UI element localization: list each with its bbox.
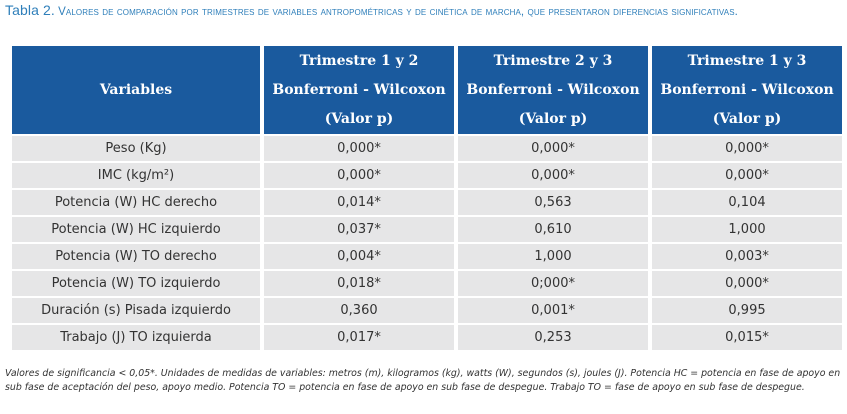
- header-trimestre-2-3: Trimestre 2 y 3 Bonferroni - Wilcoxon (V…: [458, 46, 648, 134]
- table-caption: Tabla 2. Valores de comparación por trim…: [5, 2, 843, 20]
- cell-trimestre-1-2: 0,037*: [264, 217, 454, 242]
- cell-trimestre-2-3: 0,253: [458, 325, 648, 350]
- cell-trimestre-1-3: 1,000: [652, 217, 842, 242]
- table-row: Potencia (W) TO derecho 0,004* 1,000 0,0…: [12, 244, 842, 269]
- table-header: Variables Trimestre 1 y 2 Bonferroni - W…: [12, 46, 842, 134]
- cell-trimestre-1-2: 0,000*: [264, 136, 454, 161]
- cell-trimestre-2-3: 0,001*: [458, 298, 648, 323]
- cell-trimestre-1-2: 0,014*: [264, 190, 454, 215]
- cell-variable: Potencia (W) TO derecho: [12, 244, 260, 269]
- cell-trimestre-1-3: 0,995: [652, 298, 842, 323]
- caption-label: Tabla 2.: [5, 2, 55, 18]
- cell-trimestre-2-3: 0,000*: [458, 136, 648, 161]
- caption-text: Valores de comparación por trimestres de…: [58, 6, 738, 18]
- header-row: Variables Trimestre 1 y 2 Bonferroni - W…: [12, 46, 842, 134]
- cell-trimestre-1-2: 0,360: [264, 298, 454, 323]
- header-2-3-line-1: Trimestre 2 y 3: [493, 52, 613, 69]
- header-2-3-line-2: Bonferroni - Wilcoxon: [466, 81, 640, 98]
- cell-trimestre-1-2: 0,000*: [264, 163, 454, 188]
- cell-trimestre-1-3: 0,104: [652, 190, 842, 215]
- cell-trimestre-1-3: 0,000*: [652, 271, 842, 296]
- table-row: Trabajo (J) TO izquierda 0,017* 0,253 0,…: [12, 325, 842, 350]
- table-row: Potencia (W) HC derecho 0,014* 0,563 0,1…: [12, 190, 842, 215]
- table-row: Potencia (W) TO izquierdo 0,018* 0;000* …: [12, 271, 842, 296]
- header-1-3-line-1: Trimestre 1 y 3: [687, 52, 807, 69]
- cell-trimestre-1-3: 0,000*: [652, 163, 842, 188]
- cell-trimestre-1-2: 0,018*: [264, 271, 454, 296]
- header-trimestre-1-3: Trimestre 1 y 3 Bonferroni - Wilcoxon (V…: [652, 46, 842, 134]
- header-1-2-line-1: Trimestre 1 y 2: [299, 52, 419, 69]
- table-row: Duración (s) Pisada izquierdo 0,360 0,00…: [12, 298, 842, 323]
- cell-variable: IMC (kg/m²): [12, 163, 260, 188]
- cell-trimestre-2-3: 0,610: [458, 217, 648, 242]
- cell-variable: Potencia (W) HC izquierdo: [12, 217, 260, 242]
- cell-trimestre-1-2: 0,004*: [264, 244, 454, 269]
- header-trimestre-1-2: Trimestre 1 y 2 Bonferroni - Wilcoxon (V…: [264, 46, 454, 134]
- cell-trimestre-2-3: 1,000: [458, 244, 648, 269]
- cell-variable: Peso (Kg): [12, 136, 260, 161]
- table-row: IMC (kg/m²) 0,000* 0,000* 0,000*: [12, 163, 842, 188]
- cell-variable: Potencia (W) TO izquierdo: [12, 271, 260, 296]
- header-1-2-line-3: (Valor p): [324, 110, 394, 127]
- header-2-3-line-3: (Valor p): [518, 110, 588, 127]
- cell-trimestre-1-2: 0,017*: [264, 325, 454, 350]
- header-1-3-line-3: (Valor p): [712, 110, 782, 127]
- cell-variable: Trabajo (J) TO izquierda: [12, 325, 260, 350]
- table-footnote: Valores de significancia < 0,05*. Unidad…: [5, 368, 841, 393]
- cell-trimestre-2-3: 0,000*: [458, 163, 648, 188]
- table-row: Potencia (W) HC izquierdo 0,037* 0,610 1…: [12, 217, 842, 242]
- table-row: Peso (Kg) 0,000* 0,000* 0,000*: [12, 136, 842, 161]
- table-body: Peso (Kg) 0,000* 0,000* 0,000* IMC (kg/m…: [12, 136, 842, 350]
- cell-variable: Potencia (W) HC derecho: [12, 190, 260, 215]
- header-1-3-line-2: Bonferroni - Wilcoxon: [660, 81, 834, 98]
- cell-trimestre-1-3: 0,000*: [652, 136, 842, 161]
- comparison-table: Variables Trimestre 1 y 2 Bonferroni - W…: [8, 44, 846, 352]
- header-variables: Variables: [12, 46, 260, 134]
- cell-trimestre-1-3: 0,015*: [652, 325, 842, 350]
- cell-trimestre-2-3: 0;000*: [458, 271, 648, 296]
- cell-trimestre-2-3: 0,563: [458, 190, 648, 215]
- header-1-2-line-2: Bonferroni - Wilcoxon: [272, 81, 446, 98]
- cell-variable: Duración (s) Pisada izquierdo: [12, 298, 260, 323]
- cell-trimestre-1-3: 0,003*: [652, 244, 842, 269]
